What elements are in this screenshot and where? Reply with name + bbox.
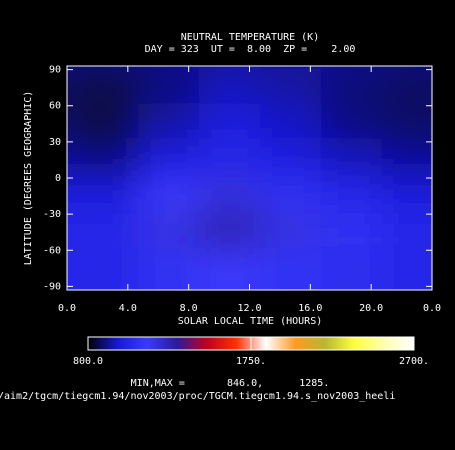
chart-title: NEUTRAL TEMPERATURE (K) xyxy=(181,32,319,43)
x-tick-label: 20.0 xyxy=(359,303,383,314)
colorbar-label: 2700. xyxy=(399,356,429,367)
x-tick-label: 0.0 xyxy=(423,303,441,314)
field xyxy=(67,66,432,290)
colorbar-label: 1750. xyxy=(236,356,266,367)
y-tick-label: 0 xyxy=(55,173,61,184)
cells xyxy=(67,66,432,290)
y-tick-label: -60 xyxy=(43,245,61,256)
cell xyxy=(381,248,432,290)
y-tick-label: 60 xyxy=(49,101,61,112)
x-axis-label: SOLAR LOCAL TIME (HOURS) xyxy=(178,316,323,327)
y-tick-label: 30 xyxy=(49,137,61,148)
minmax: MIN,MAX = 846.0, 1285. xyxy=(131,378,330,389)
colorbar-label: 800.0 xyxy=(73,356,103,367)
file-path: /aim2/tgcm/tiegcm1.94/nov2003/proc/TGCM.… xyxy=(0,391,395,402)
x-tick-label: 4.0 xyxy=(119,303,137,314)
y-axis-label: LATITUDE (DEGREES GEOGRAPHIC) xyxy=(23,91,34,266)
x-tick-label: 12.0 xyxy=(237,303,261,314)
x-tick-label: 0.0 xyxy=(58,303,76,314)
x-tick-label: 16.0 xyxy=(298,303,322,314)
y-tick-label: 90 xyxy=(49,65,61,76)
chart-subtitle: DAY = 323 UT = 8.00 ZP = 2.00 xyxy=(145,44,356,55)
y-tick-label: -90 xyxy=(43,281,61,292)
x-tick-label: 8.0 xyxy=(180,303,198,314)
y-tick-label: -30 xyxy=(43,209,61,220)
